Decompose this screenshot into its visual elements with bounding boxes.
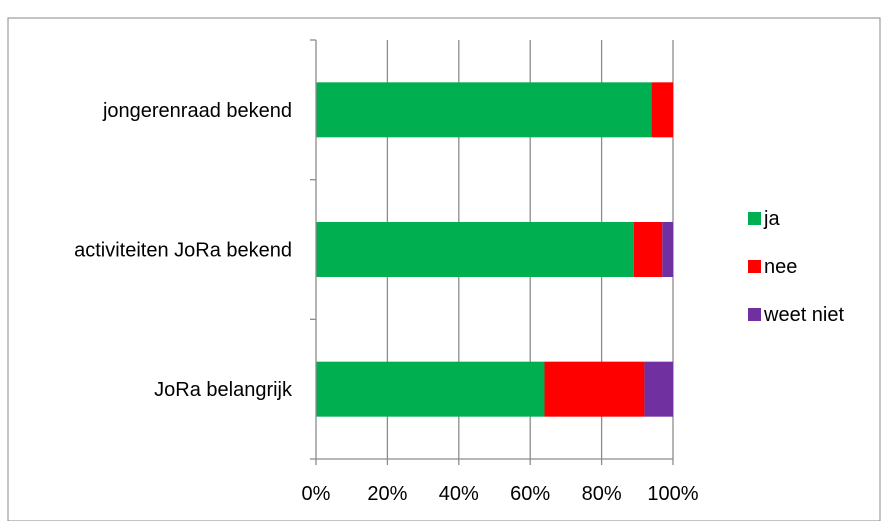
legend-label: nee	[764, 256, 797, 278]
category-labels: jongerenraad bekend activiteiten JoRa bek…	[74, 100, 293, 401]
tick-labels: 0% 20% 40% 60% 80% 100%	[302, 483, 699, 505]
category-label: JoRa belangrijk	[154, 379, 293, 401]
legend: ja nee weet niet	[748, 208, 844, 326]
axes	[310, 39, 674, 465]
legend-swatch	[748, 308, 761, 321]
bar-segment	[644, 361, 673, 417]
bar-segment	[633, 222, 663, 277]
legend-label: ja	[763, 208, 780, 230]
x-tick-label: 20%	[367, 483, 407, 505]
category-label: jongerenraad bekend	[102, 100, 292, 122]
bar-segment	[662, 222, 673, 277]
x-tick-label: 40%	[439, 483, 479, 505]
x-tick-label: 0%	[302, 483, 331, 505]
category-label: activiteiten JoRa bekend	[74, 240, 292, 262]
bar-segment	[544, 361, 645, 417]
x-tick-label: 60%	[510, 483, 550, 505]
legend-label: weet niet	[763, 304, 844, 326]
x-tick-label: 100%	[647, 483, 698, 505]
legend-swatch	[748, 212, 761, 225]
bar-segment	[316, 361, 545, 417]
x-tick-label: 80%	[582, 483, 622, 505]
bars	[316, 82, 673, 417]
bar-segment	[651, 82, 673, 138]
bar-segment	[316, 82, 652, 138]
bar-segment	[316, 222, 634, 277]
legend-swatch	[748, 260, 761, 273]
